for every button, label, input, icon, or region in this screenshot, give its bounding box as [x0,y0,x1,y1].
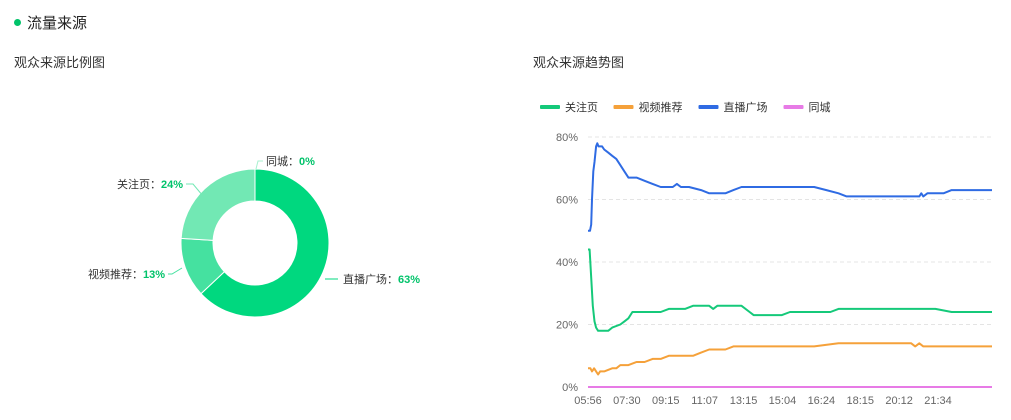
donut-label-line [168,267,183,275]
y-tick-label: 0% [562,382,578,394]
x-tick-label: 16:24 [808,395,836,407]
section-dot-icon [14,19,21,26]
legend-swatch [698,105,719,109]
legend-label: 关注页 [565,100,598,114]
series-line[interactable] [588,248,992,332]
legend-label: 同城 [809,101,831,114]
legend-item[interactable]: 同城 [783,101,831,114]
legend-item[interactable]: 视频推荐 [613,100,683,114]
section-header: 流量来源 [14,12,87,33]
legend-swatch [613,105,634,109]
legend-item[interactable]: 关注页 [540,100,598,114]
donut-chart-title: 观众来源比例图 [14,55,106,70]
donut-slice[interactable] [200,168,330,318]
x-tick-label: 05:56 [574,395,602,407]
donut-slice-label: 直播广场：63% [343,272,420,286]
y-tick-label: 60% [556,195,578,207]
x-tick-label: 13:15 [730,395,758,407]
x-tick-label: 15:04 [769,395,797,407]
y-tick-label: 40% [556,257,578,269]
donut-slice[interactable] [180,168,256,241]
donut-slice-percent: 0% [299,156,315,168]
donut-slice-name: 直播广场： [343,272,398,286]
x-tick-label: 21:34 [924,395,952,407]
donut-slice-name: 同城： [266,155,299,168]
trend-chart-title: 观众来源趋势图 [533,55,625,70]
x-tick-label: 20:12 [885,395,913,407]
donut-slice-percent: 13% [143,269,165,281]
donut-slice-percent: 63% [398,274,420,286]
legend-swatch [783,105,804,109]
donut-label-line [255,160,263,170]
donut-chart: 直播广场：63% 视频推荐：13% 关注页：24% 同城：0% [88,155,420,318]
section-title: 流量来源 [27,15,88,32]
donut-slice-name: 视频推荐： [88,267,143,281]
legend-swatch [540,105,560,109]
y-tick-label: 80% [556,132,578,144]
donut-slice-label: 同城：0% [266,155,315,168]
x-tick-label: 11:07 [691,395,718,407]
donut-slice-label: 视频推荐：13% [88,267,165,281]
legend-label: 视频推荐 [639,100,683,114]
x-tick-label: 07:30 [613,395,641,407]
legend-item[interactable]: 直播广场 [698,100,768,114]
y-tick-label: 20% [556,320,578,332]
x-tick-label: 18:15 [846,395,874,407]
donut-slice-name: 关注页： [117,177,161,191]
series-line[interactable] [588,342,992,376]
donut-label-line [186,183,204,197]
legend-label: 直播广场 [724,100,768,114]
series-line[interactable] [588,142,992,232]
donut-slice-percent: 24% [161,179,183,191]
donut-slice-label: 关注页：24% [117,177,183,191]
x-tick-label: 09:15 [652,395,680,407]
trend-line-chart: 关注页 视频推荐 直播广场 同城 0% 20% 40% 60% 80% 05:56 07:30 09:… [540,100,992,407]
